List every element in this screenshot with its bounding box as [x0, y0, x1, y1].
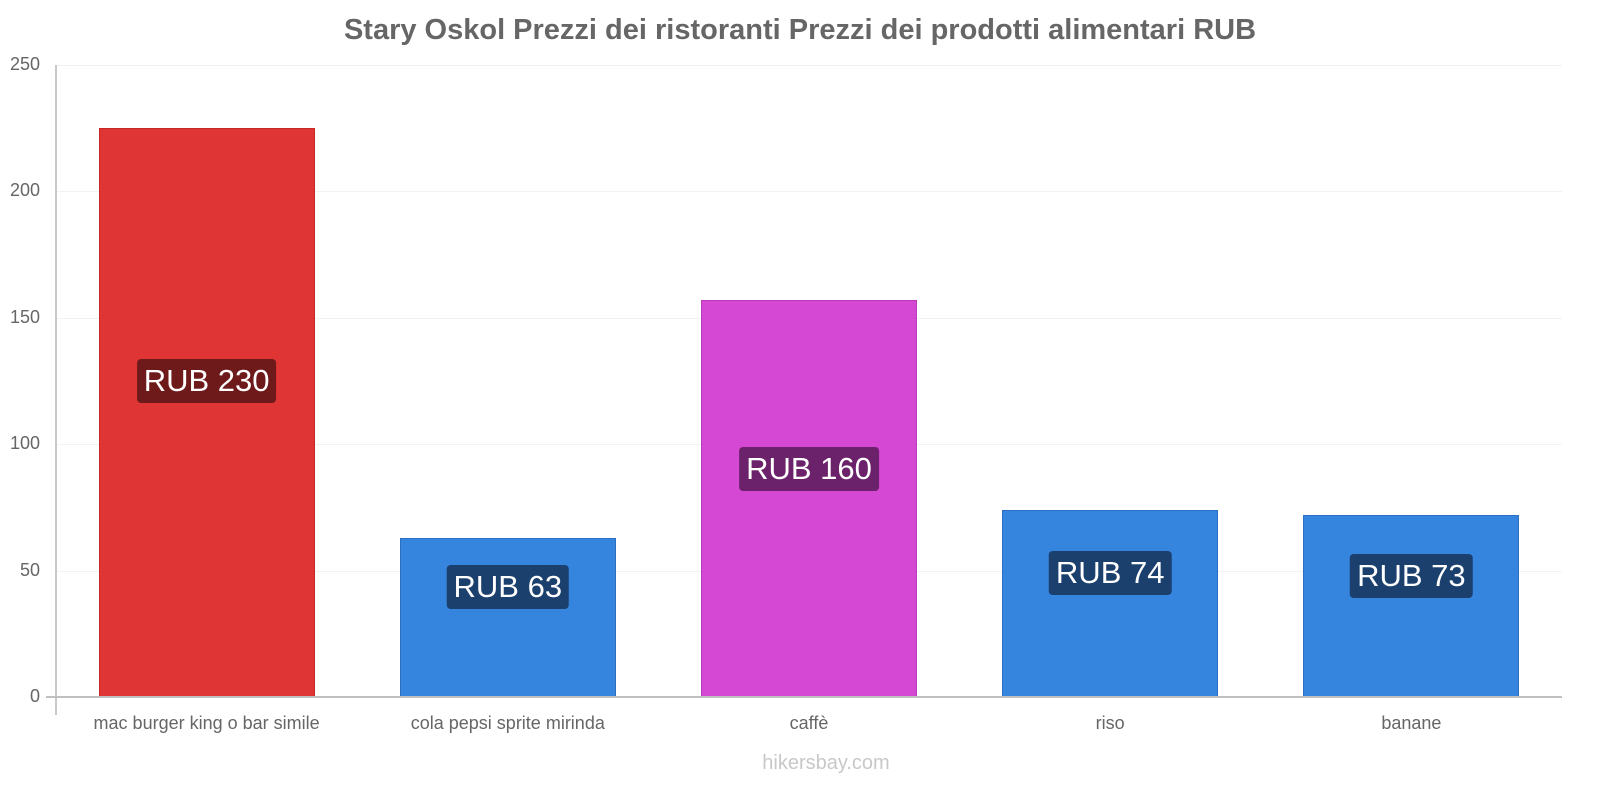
bar-value-label: RUB 73 [1350, 554, 1473, 598]
bar[interactable]: RUB 160 [701, 300, 917, 697]
x-tick-label: mac burger king o bar simile [93, 713, 320, 733]
bar-value-label: RUB 63 [446, 565, 570, 609]
y-tick-label: 200 [9, 180, 40, 201]
gridline [56, 65, 1562, 66]
bar-value-label: RUB 160 [739, 447, 879, 491]
x-axis-line [46, 696, 1562, 698]
y-tick-label: 0 [29, 686, 40, 706]
bar[interactable]: RUB 74 [1002, 509, 1219, 697]
y-tick-label: 50 [19, 559, 40, 580]
bar-value-label: RUB 230 [136, 359, 277, 403]
y-axis-line [55, 65, 57, 715]
x-tick-label: caffè [789, 713, 829, 733]
bar[interactable]: RUB 73 [1303, 514, 1520, 697]
y-tick-label: 250 [9, 54, 40, 74]
x-tick-label: banane [1381, 713, 1442, 733]
y-tick-label: 100 [9, 433, 40, 454]
x-tick-label: cola pepsi sprite mirinda [410, 713, 605, 733]
chart-title: Stary Oskol Prezzi dei ristoranti Prezzi… [343, 14, 1257, 46]
x-tick-label: riso [1095, 713, 1125, 733]
plot-area: RUB 230 RUB 63 RUB 160 RUB 74 RUB 73 [56, 65, 1562, 697]
y-tick-label: 150 [9, 306, 40, 327]
bar[interactable]: RUB 63 [399, 537, 616, 697]
watermark: hikersbay.com [762, 752, 890, 774]
gridline [56, 191, 1562, 193]
y-tick-mark [46, 697, 56, 698]
bar[interactable]: RUB 230 [98, 128, 315, 697]
bar-value-label: RUB 74 [1048, 551, 1172, 595]
